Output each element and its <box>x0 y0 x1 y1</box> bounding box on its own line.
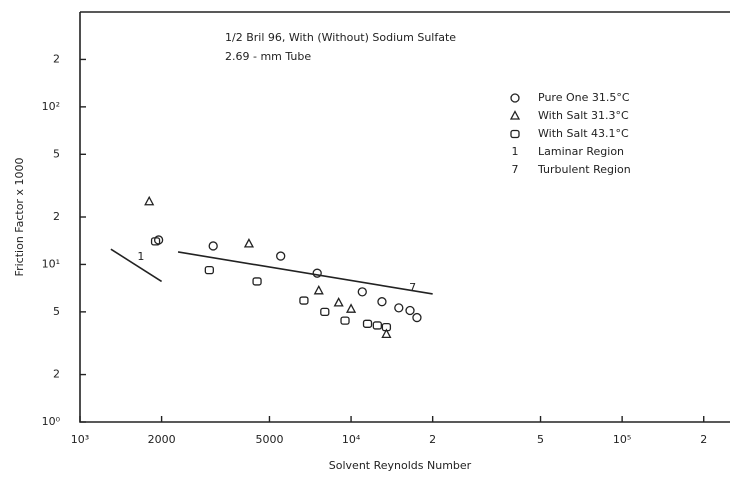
legend-label: Turbulent Region <box>537 163 631 176</box>
data-point <box>340 316 350 325</box>
x-tick-label: 10³ <box>71 433 89 446</box>
data-point <box>333 297 344 307</box>
data-point <box>405 305 415 316</box>
line-marker: 1 <box>137 250 144 263</box>
data-point <box>372 321 382 330</box>
data-point <box>144 195 155 206</box>
data-point <box>153 235 164 245</box>
y-tick-label: 2 <box>53 368 60 381</box>
y-tick-label: 2 <box>53 210 60 223</box>
y-tick-label: 5 <box>53 305 60 318</box>
legend-label: With Salt 31.3°C <box>538 109 629 122</box>
x-tick-label: 5000 <box>255 433 283 446</box>
data-point <box>299 296 309 305</box>
x-tick-label: 2000 <box>148 433 176 446</box>
data-point <box>204 265 214 275</box>
data-point <box>362 319 373 328</box>
data-point <box>243 238 255 248</box>
data-point <box>377 297 387 307</box>
region-line <box>177 251 433 295</box>
line-marker: 7 <box>409 281 416 294</box>
legend-symbol <box>509 110 521 120</box>
x-axis-label: Solvent Reynolds Number <box>329 459 472 472</box>
legend-symbol <box>510 129 520 139</box>
data-point <box>150 237 161 246</box>
data-point <box>394 303 404 313</box>
chart-title: 1/2 Bril 96, With (Without) Sodium Sulfa… <box>225 31 456 44</box>
data-point <box>208 241 218 251</box>
data-point <box>357 287 367 297</box>
data-point <box>412 312 422 323</box>
y-axis-label: Friction Factor x 1000 <box>13 158 26 277</box>
region-line <box>110 248 163 283</box>
data-point <box>381 328 392 338</box>
legend-label: With Salt 43.1°C <box>538 127 629 140</box>
legend-symbol: 1 <box>512 145 519 158</box>
legend-symbol: 7 <box>512 163 519 176</box>
x-tick-label: 5 <box>537 433 544 446</box>
data-point <box>252 277 262 286</box>
x-tick-label: 2 <box>429 433 436 446</box>
data-point <box>345 303 357 313</box>
x-tick-label: 10⁴ <box>342 433 361 446</box>
y-tick-label: 10⁰ <box>42 415 61 428</box>
axes <box>79 11 730 423</box>
data-point <box>320 307 330 317</box>
data-point <box>381 322 392 332</box>
chart-subtitle: 2.69 - mm Tube <box>225 50 311 63</box>
y-tick-label: 2 <box>53 52 60 65</box>
data-point <box>313 284 324 295</box>
x-tick-label: 10⁵ <box>613 433 631 446</box>
legend-label: Laminar Region <box>538 145 624 158</box>
y-tick-label: 10¹ <box>42 257 60 270</box>
data-point <box>276 251 286 261</box>
legend-symbol <box>510 93 520 103</box>
legend-label: Pure One 31.5°C <box>538 91 630 104</box>
data-point <box>312 268 322 278</box>
x-tick-label: 2 <box>700 433 707 446</box>
y-tick-label: 10² <box>42 100 60 113</box>
y-tick-label: 5 <box>53 147 60 160</box>
